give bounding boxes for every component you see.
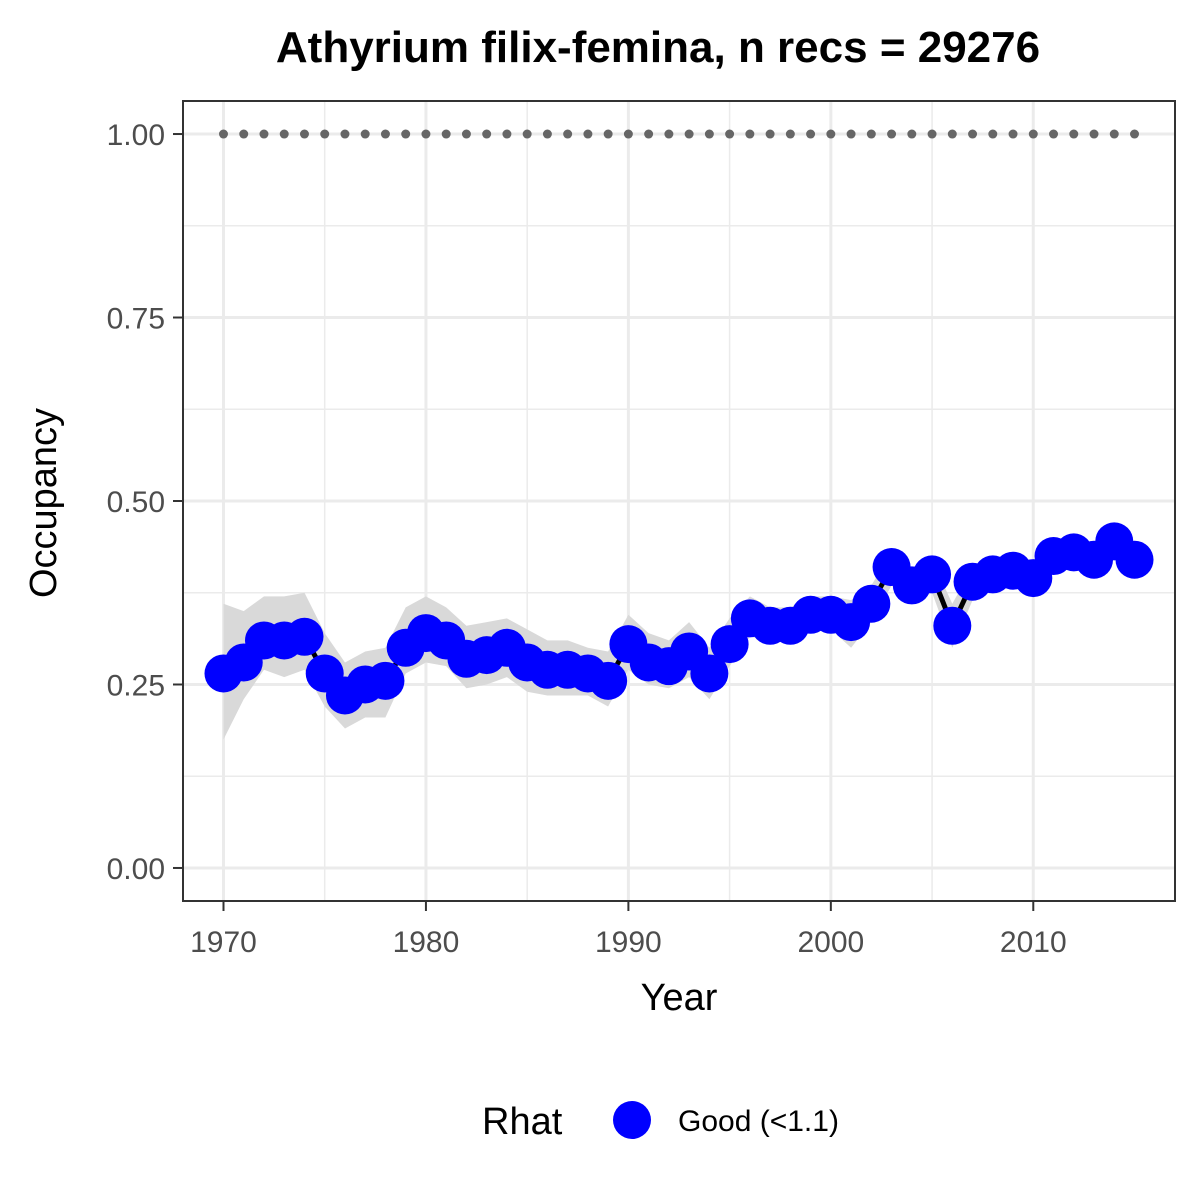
x-tick-label: 2000 — [797, 926, 864, 959]
y-tick-label: 0.00 — [107, 853, 165, 886]
reference-dot — [684, 129, 694, 139]
reference-dot — [1008, 129, 1018, 139]
legend-label-good: Good (<1.1) — [678, 1105, 839, 1138]
reference-dot — [1069, 129, 1079, 139]
reference-dot — [218, 129, 228, 139]
occupancy-points — [204, 522, 1154, 715]
reference-dot — [502, 129, 512, 139]
data-point — [589, 661, 628, 700]
reference-dot — [806, 129, 816, 139]
reference-dot — [704, 129, 714, 139]
legend-title: Rhat — [482, 1101, 563, 1143]
reference-dot — [461, 129, 471, 139]
data-point — [285, 617, 324, 656]
reference-dot — [1089, 129, 1099, 139]
reference-dot — [320, 129, 330, 139]
reference-dot — [826, 129, 836, 139]
y-axis: 0.00 0.25 0.50 0.75 1.00 — [107, 119, 183, 886]
y-tick-label: 1.00 — [107, 119, 165, 152]
data-point — [913, 555, 952, 594]
y-tick-label: 0.25 — [107, 669, 165, 702]
data-point — [933, 606, 972, 645]
reference-dot — [563, 129, 573, 139]
reference-dot — [1130, 129, 1140, 139]
reference-dot — [401, 129, 411, 139]
reference-dot — [765, 129, 775, 139]
reference-dot — [279, 129, 289, 139]
reference-dot — [887, 129, 897, 139]
data-point — [852, 584, 891, 623]
reference-dot — [441, 129, 451, 139]
reference-dot — [725, 129, 735, 139]
reference-dot — [1028, 129, 1038, 139]
reference-dot — [421, 129, 431, 139]
reference-dot — [1109, 129, 1119, 139]
reference-dot — [947, 129, 957, 139]
x-tick-label: 1970 — [190, 926, 257, 959]
reference-dot — [644, 129, 654, 139]
reference-dot — [846, 129, 856, 139]
reference-dot — [259, 129, 269, 139]
reference-dot — [664, 129, 674, 139]
legend-key-good — [613, 1101, 651, 1139]
x-tick-label: 1990 — [595, 926, 662, 959]
reference-dot — [239, 129, 249, 139]
plot-panel — [182, 100, 1176, 902]
reference-dot — [360, 129, 370, 139]
reference-dot — [380, 129, 390, 139]
reference-line-dotted — [218, 129, 1140, 139]
reference-dot — [1049, 129, 1059, 139]
reference-dot — [866, 129, 876, 139]
y-axis-title: Occupancy — [23, 408, 65, 598]
chart-title: Athyrium filix-femina, n recs = 29276 — [276, 23, 1040, 72]
reference-dot — [623, 129, 633, 139]
reference-dot — [907, 129, 917, 139]
reference-dot — [583, 129, 593, 139]
reference-dot — [542, 129, 552, 139]
data-point — [710, 625, 749, 664]
reference-dot — [927, 129, 937, 139]
reference-dot — [988, 129, 998, 139]
reference-dot — [482, 129, 492, 139]
reference-dot — [522, 129, 532, 139]
legend: Rhat Good (<1.1) — [482, 1101, 839, 1143]
reference-dot — [340, 129, 350, 139]
reference-dot — [968, 129, 978, 139]
y-tick-label: 0.50 — [107, 486, 165, 519]
y-tick-label: 0.75 — [107, 303, 165, 336]
x-axis-title: Year — [641, 977, 718, 1019]
data-point — [366, 661, 405, 700]
data-point — [1115, 540, 1154, 579]
reference-dot — [745, 129, 755, 139]
reference-dot — [603, 129, 613, 139]
x-tick-label: 2010 — [1000, 926, 1067, 959]
data-point — [690, 654, 729, 693]
reference-dot — [299, 129, 309, 139]
x-tick-label: 1980 — [393, 926, 460, 959]
x-axis: 1970 1980 1990 2000 2010 — [190, 901, 1067, 959]
reference-dot — [785, 129, 795, 139]
